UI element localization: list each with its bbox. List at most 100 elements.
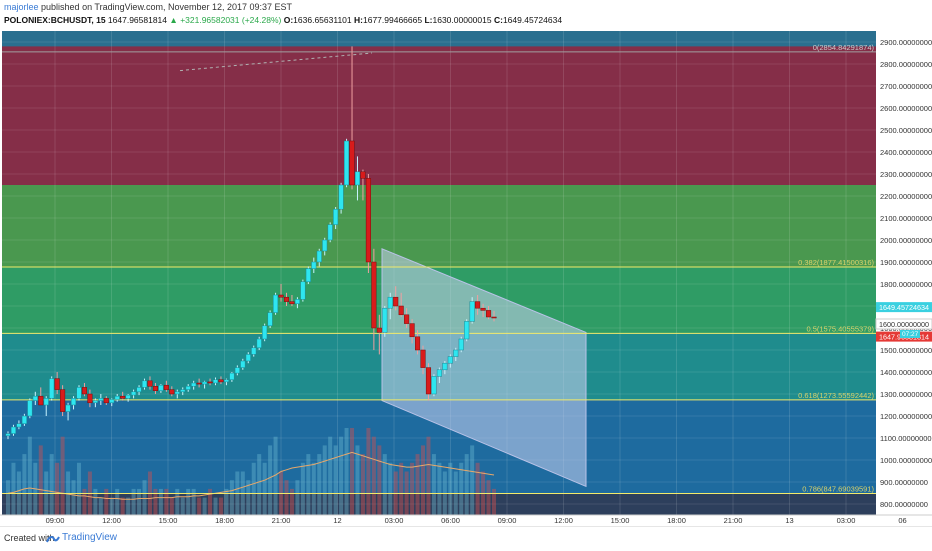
candle-body <box>294 299 300 305</box>
volume-bar <box>76 462 81 515</box>
candle-body <box>387 296 393 309</box>
volume-bar <box>186 488 191 515</box>
volume-bar <box>55 462 60 515</box>
candle-body <box>333 208 339 225</box>
volume-bar <box>93 488 98 515</box>
candle-body <box>393 296 399 307</box>
time-tick-label: 09:00 <box>498 516 517 525</box>
candle-body <box>278 294 284 298</box>
candle-body <box>436 369 442 377</box>
created-with-label: Created with <box>4 533 55 543</box>
volume-bar <box>448 462 453 515</box>
close-label: C: <box>493 15 503 25</box>
price-tick-label: 1200.00000000 <box>880 412 932 421</box>
volume-bar <box>202 497 207 515</box>
fib-label: 0.5(1575.40555379) <box>806 324 874 333</box>
change-value: +321.96582031 (+24.28%) <box>180 15 282 25</box>
volume-bar <box>229 480 234 515</box>
countdown-label: 07:27 <box>902 331 919 338</box>
volume-bar <box>246 480 251 515</box>
candle-body <box>245 354 251 362</box>
volume-bar <box>197 497 202 515</box>
candle-body <box>229 372 235 380</box>
candle-body <box>43 398 49 406</box>
candle-body <box>109 399 115 404</box>
symbol-label[interactable]: POLONIEX:BCHUSDT, 15 <box>4 15 106 25</box>
candle-body <box>311 261 317 269</box>
candle-body <box>420 349 426 368</box>
volume-bar <box>289 488 294 515</box>
time-tick-label: 15:00 <box>159 516 178 525</box>
author-link[interactable]: majorlee <box>4 2 39 12</box>
candle-body <box>70 398 77 406</box>
volume-bar <box>142 480 147 515</box>
change-up-icon: ▲ <box>169 15 178 25</box>
volume-bar <box>257 454 262 515</box>
candle-body <box>349 140 355 186</box>
candle-body <box>262 325 268 340</box>
candle-body <box>469 301 475 322</box>
candles <box>5 46 497 440</box>
dashed-trendline <box>179 52 373 72</box>
candle-body <box>141 380 148 388</box>
candle-body <box>485 310 492 318</box>
candle-body <box>60 389 66 412</box>
candle-body <box>344 140 350 186</box>
candle-body <box>425 367 432 395</box>
candle-body <box>398 305 404 316</box>
volume-bar <box>421 445 426 515</box>
candle-body <box>76 387 82 399</box>
candle-body <box>382 307 388 333</box>
candle-body <box>300 281 306 300</box>
price-tick-label: 2400.00000000 <box>880 148 932 157</box>
candle-body <box>354 171 361 186</box>
volume-bar <box>486 480 491 515</box>
price-tick-label: 2300.00000000 <box>880 170 932 179</box>
volume-bar <box>27 436 32 515</box>
volume-bar <box>115 488 120 515</box>
candle-body <box>431 376 437 395</box>
volume-bar <box>180 497 185 515</box>
volume-bar <box>366 428 371 515</box>
time-tick-label: 06 <box>898 516 906 525</box>
volume-ma-line <box>7 451 495 500</box>
candle-body <box>196 382 202 385</box>
volume-bar <box>388 462 393 515</box>
price-tick-label: 2800.00000000 <box>880 60 932 69</box>
volume-bar <box>11 462 16 515</box>
volume-bar <box>218 497 223 515</box>
volume-bar <box>350 428 355 515</box>
price-tag-label: 1649.45724634 <box>879 303 929 312</box>
price-tick-label: 2900.00000000 <box>880 38 932 47</box>
time-tick-label: 09:00 <box>46 516 65 525</box>
candle-body <box>169 389 175 395</box>
price-chart[interactable]: 0(2854.84291874) 0.382(1877.41500316) 0.5(… <box>0 28 932 526</box>
volume-bar <box>49 454 54 515</box>
candle-body <box>218 379 224 383</box>
price-tick-label: 1900.00000000 <box>880 258 932 267</box>
tradingview-brand[interactable]: TradingView <box>62 532 118 543</box>
volume-bar <box>415 454 420 515</box>
time-axis[interactable]: 09:00 12:00 15:00 18:00 21:00 12 03:00 06:00 09:… <box>0 514 932 526</box>
candle-body <box>289 301 295 305</box>
price-tick-label: 2700.00000000 <box>880 82 932 91</box>
candle-body <box>103 398 109 404</box>
volume-bar <box>98 497 103 515</box>
candle-body <box>316 250 322 263</box>
price-tick-label: 2200.00000000 <box>880 192 932 201</box>
price-axis[interactable]: 800.00000000 900.00000000 1000.00000000 110… <box>876 28 932 526</box>
time-tick-label: 12:00 <box>102 516 121 525</box>
price-tick-label: 1100.00000000 <box>880 434 932 443</box>
candle-body <box>207 381 213 384</box>
candle-body <box>191 382 197 387</box>
descending-channel[interactable] <box>381 248 587 488</box>
price-tick-label: 1000.00000000 <box>880 456 932 465</box>
time-tick-label: 13 <box>785 516 793 525</box>
volume-bar <box>470 445 475 515</box>
candle-body <box>49 378 55 399</box>
volume-bar <box>169 497 174 515</box>
candle-body <box>27 400 33 417</box>
price-tag-bg <box>876 302 932 313</box>
close-value: 1649.45724634 <box>502 15 563 25</box>
candle-body <box>16 423 22 428</box>
